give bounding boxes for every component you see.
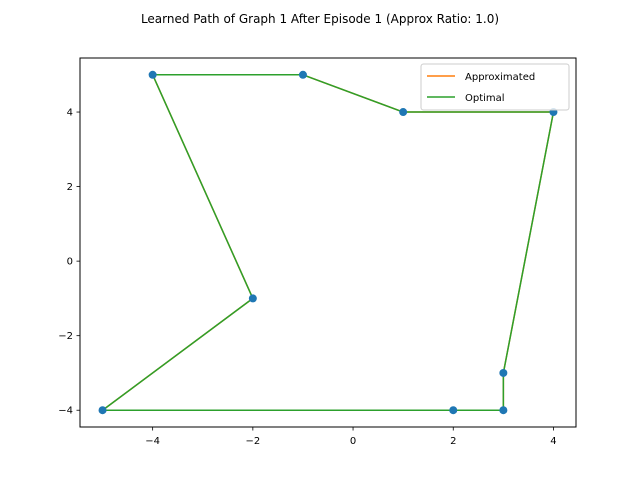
x-tick-label: −2 — [245, 436, 260, 447]
y-tick-label: 2 — [67, 182, 73, 193]
axis-ticks: −4 −2 0 2 4 −4 −2 0 2 4 — [58, 108, 556, 447]
series-line-optimal — [101, 73, 555, 411]
y-tick-label: 4 — [67, 108, 73, 119]
legend-label-optimal: Optimal — [465, 93, 505, 104]
data-point — [399, 108, 408, 117]
legend: Approximated Optimal — [420, 63, 570, 111]
data-point — [449, 406, 458, 415]
data-point — [98, 406, 107, 415]
y-tick-label: 0 — [67, 257, 73, 268]
data-point — [499, 368, 508, 377]
chart-title: Learned Path of Graph 1 After Episode 1 … — [141, 12, 499, 26]
x-tick-label: −4 — [145, 436, 160, 447]
y-tick-label: −2 — [58, 331, 73, 342]
legend-label-approximated: Approximated — [465, 72, 535, 83]
y-tick-label: −4 — [58, 406, 73, 417]
x-tick-label: 0 — [350, 436, 356, 447]
data-point — [298, 70, 307, 79]
data-point — [499, 406, 508, 415]
x-tick-label: 2 — [450, 436, 456, 447]
plot-area — [98, 70, 558, 415]
data-point — [148, 70, 157, 79]
x-tick-label: 4 — [550, 436, 556, 447]
legend-box — [420, 63, 570, 111]
axes-frame — [79, 57, 577, 428]
data-point — [248, 294, 257, 303]
